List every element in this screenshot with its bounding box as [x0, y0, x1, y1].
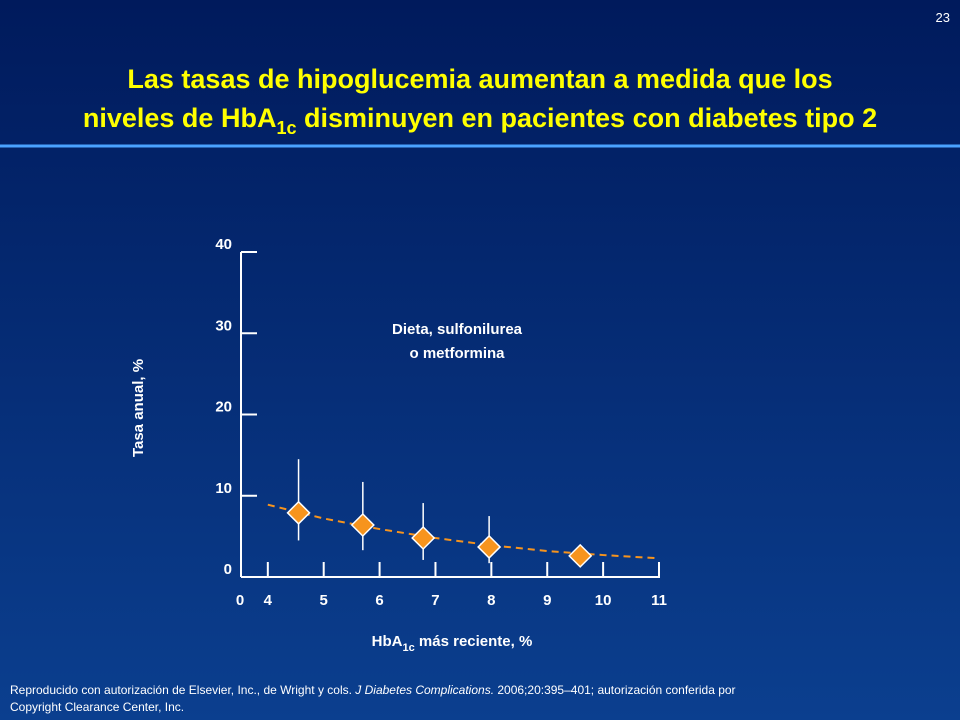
title-subscript: 1c — [276, 118, 296, 138]
x-tick-label: 6 — [375, 592, 383, 609]
title-line: Las tasas de hipoglucemia aumentan a med… — [127, 64, 832, 94]
x-tick-label: 5 — [320, 592, 328, 609]
x-tick-label: 11 — [651, 592, 667, 609]
x-label-text: HbA — [372, 633, 403, 650]
annotation: o metformina — [409, 345, 505, 362]
x-tick-label: 9 — [543, 592, 551, 609]
title-line: niveles de HbA1c disminuyen en pacientes… — [83, 103, 877, 138]
footer-journal: J Diabetes Complications. — [354, 683, 494, 697]
data-point — [477, 534, 502, 559]
title-text: disminuyen en pacientes con diabetes tip… — [296, 103, 877, 133]
fit-line — [267, 503, 660, 560]
y-tick-label: 0 — [224, 561, 232, 578]
y-tick-label: 30 — [215, 317, 232, 334]
x-tick-label: 4 — [264, 592, 273, 609]
footer: Reproducido con autorización de Elsevier… — [10, 683, 736, 697]
data-point — [411, 525, 436, 551]
x-axis-label: HbA1c más reciente, % — [372, 633, 533, 654]
annotation: Dieta, sulfonilurea — [392, 321, 523, 338]
x-tick-label: 8 — [487, 592, 495, 609]
chart: 0 Tasa anual, % HbA1c más reciente, % Di… — [130, 236, 667, 654]
footer-text: 2006;20:395–401; autorización conferida … — [494, 683, 736, 697]
slide-number: 23 — [936, 10, 950, 25]
x-tick-label: 7 — [431, 592, 439, 609]
data-point — [568, 543, 593, 568]
title-text: niveles de HbA — [83, 103, 277, 133]
y-tick-label: 10 — [215, 480, 232, 497]
footer: Copyright Clearance Center, Inc. — [10, 700, 184, 714]
x-label-subscript: 1c — [403, 642, 415, 654]
x-tick-label: 10 — [595, 592, 612, 609]
y-tick-label: 20 — [215, 399, 232, 416]
y-tick-label: 40 — [215, 236, 232, 253]
x-break-label: 0 — [236, 592, 244, 609]
y-axis-label: Tasa anual, % — [130, 359, 147, 457]
x-label-text: más reciente, % — [415, 633, 533, 650]
data-point — [286, 500, 311, 525]
data-point — [350, 512, 375, 538]
footer-text: Reproducido con autorización de Elsevier… — [10, 683, 355, 697]
